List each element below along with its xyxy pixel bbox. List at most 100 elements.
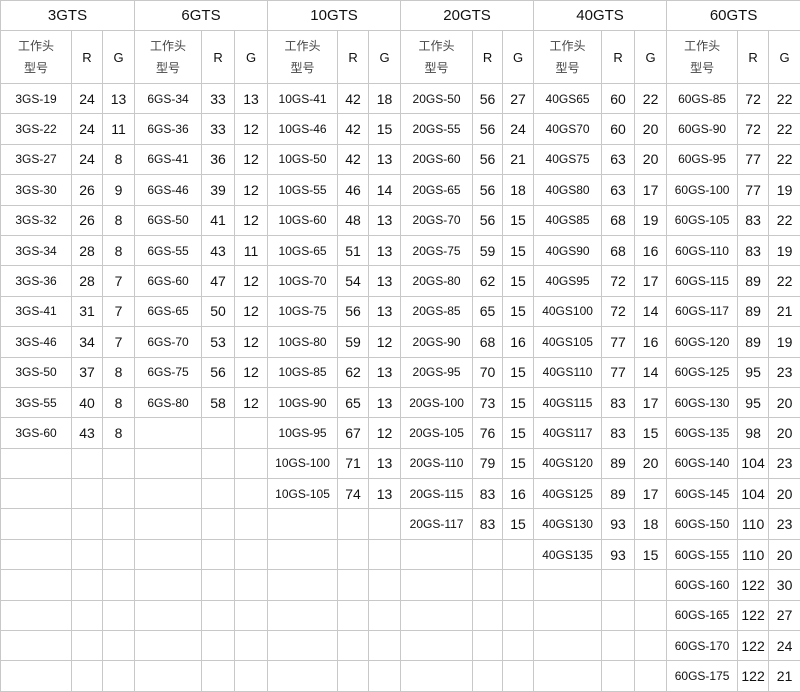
model-cell: 6GS-60 — [134, 265, 203, 297]
r-cell — [71, 508, 103, 540]
g-cell: 8 — [101, 204, 136, 236]
model-cell: 60GS-150 — [666, 508, 739, 540]
model-cell: 60GS-170 — [666, 630, 739, 662]
model-cell: 10GS-60 — [267, 204, 339, 236]
model-cell — [0, 660, 72, 692]
model-cell: 6GS-34 — [134, 82, 203, 115]
g-cell: 24 — [768, 630, 800, 662]
g-cell: 15 — [502, 265, 535, 297]
r-cell: 89 — [601, 478, 636, 510]
r-cell — [201, 569, 236, 601]
g-cell — [234, 569, 269, 601]
r-cell — [337, 630, 370, 662]
table-row: 3GS-32 26 8 6GS-50 41 12 10GS-60 48 13 20GS-70 56 1… — [0, 204, 800, 236]
g-cell: 13 — [368, 204, 402, 236]
g-cell: 19 — [634, 204, 668, 236]
g-cell: 12 — [234, 356, 269, 388]
r-cell: 39 — [201, 174, 236, 206]
model-cell — [134, 508, 203, 540]
r-cell: 72 — [601, 295, 636, 328]
model-cell: 3GS-36 — [0, 265, 72, 297]
model-cell: 3GS-50 — [0, 356, 72, 388]
g-cell: 15 — [502, 508, 535, 540]
r-cell — [71, 599, 103, 632]
model-cell — [0, 538, 72, 571]
model-cell: 20GS-117 — [400, 508, 474, 540]
r-cell: 33 — [201, 82, 236, 115]
model-header: 工作头 型号 — [134, 30, 203, 84]
model-cell: 10GS-50 — [267, 143, 339, 176]
model-cell: 40GS70 — [533, 113, 603, 145]
model-cell: 60GS-105 — [666, 204, 739, 236]
r-cell: 63 — [601, 174, 636, 206]
r-header: R — [201, 30, 236, 84]
model-cell: 10GS-70 — [267, 265, 339, 297]
g-cell — [502, 538, 535, 571]
model-cell: 40GS130 — [533, 508, 603, 540]
r-cell: 72 — [737, 82, 770, 115]
r-cell: 56 — [472, 143, 504, 176]
r-cell: 26 — [71, 174, 103, 206]
g-cell: 12 — [234, 295, 269, 328]
model-cell — [267, 569, 339, 601]
r-cell: 59 — [472, 234, 504, 267]
g-cell: 15 — [502, 417, 535, 449]
r-cell: 43 — [201, 234, 236, 267]
g-cell: 20 — [768, 478, 800, 510]
g-cell: 16 — [634, 234, 668, 267]
r-cell: 46 — [337, 174, 370, 206]
r-cell: 77 — [601, 356, 636, 388]
g-cell: 12 — [234, 326, 269, 358]
r-cell: 48 — [337, 204, 370, 236]
r-cell — [601, 630, 636, 662]
r-header: R — [71, 30, 103, 84]
g-cell: 15 — [634, 538, 668, 571]
model-cell: 60GS-160 — [666, 569, 739, 601]
r-cell: 24 — [71, 113, 103, 145]
model-cell: 20GS-95 — [400, 356, 474, 388]
table-row: 3GS-50 37 8 6GS-75 56 12 10GS-85 62 13 20GS-95 70 1… — [0, 356, 800, 388]
r-cell: 42 — [337, 82, 370, 115]
model-cell: 60GS-175 — [666, 660, 739, 692]
group-title: 3GTS — [0, 0, 136, 31]
r-cell: 62 — [472, 265, 504, 297]
model-cell: 60GS-85 — [666, 82, 739, 115]
g-cell — [101, 508, 136, 540]
r-cell — [201, 417, 236, 449]
model-header-line1: 工作头 — [284, 39, 321, 53]
model-cell: 6GS-50 — [134, 204, 203, 236]
r-cell: 60 — [601, 113, 636, 145]
r-cell — [201, 538, 236, 571]
g-cell: 17 — [634, 265, 668, 297]
g-cell: 19 — [768, 326, 800, 358]
g-cell — [101, 447, 136, 480]
model-cell — [533, 660, 603, 692]
r-cell: 83 — [472, 478, 504, 510]
table-row: 3GS-60 43 8 10GS-95 67 12 20GS-105 76 15 40GS117 8… — [0, 417, 800, 449]
model-cell: 60GS-130 — [666, 386, 739, 419]
g-cell: 20 — [768, 538, 800, 571]
r-cell — [71, 538, 103, 571]
g-cell: 24 — [502, 113, 535, 145]
r-cell: 73 — [472, 386, 504, 419]
g-cell: 15 — [502, 234, 535, 267]
r-cell: 62 — [337, 356, 370, 388]
r-cell: 110 — [737, 508, 770, 540]
model-header-line2: 型号 — [690, 61, 715, 75]
model-cell — [0, 569, 72, 601]
model-cell — [134, 447, 203, 480]
r-cell: 77 — [737, 143, 770, 176]
r-cell: 41 — [201, 204, 236, 236]
g-cell: 13 — [368, 386, 402, 419]
table-row: 3GS-30 26 9 6GS-46 39 12 10GS-55 46 14 20GS-65 56 1… — [0, 174, 800, 206]
model-cell: 20GS-80 — [400, 265, 474, 297]
model-cell: 40GS65 — [533, 82, 603, 115]
model-cell: 3GS-27 — [0, 143, 72, 176]
model-cell: 20GS-65 — [400, 174, 474, 206]
g-cell: 13 — [368, 356, 402, 388]
g-cell — [234, 417, 269, 449]
model-cell: 60GS-165 — [666, 599, 739, 632]
g-cell: 8 — [101, 143, 136, 176]
r-cell: 77 — [601, 326, 636, 358]
g-cell: 13 — [368, 143, 402, 176]
